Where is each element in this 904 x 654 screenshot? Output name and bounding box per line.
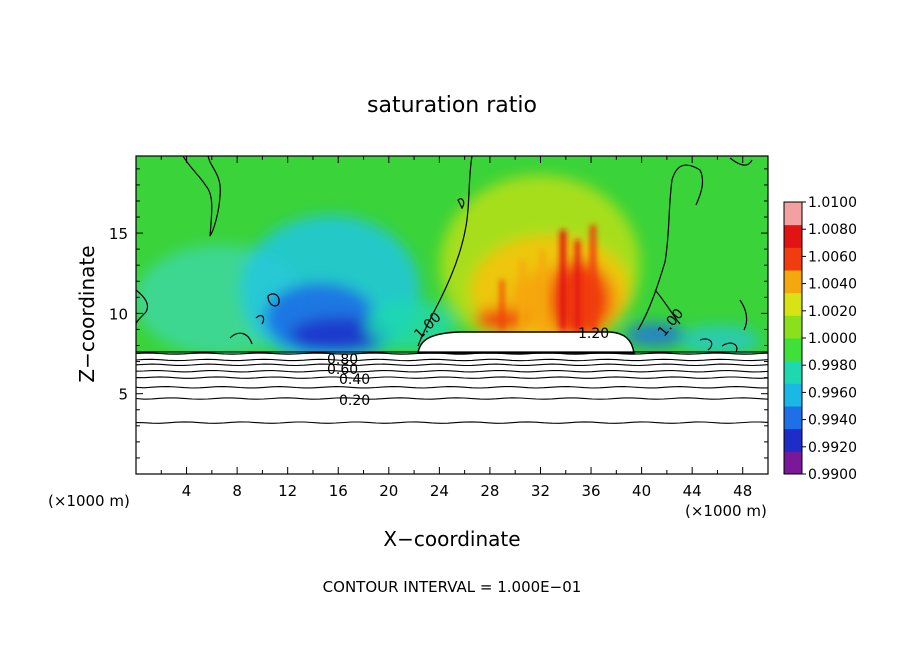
contour-line [136,363,768,367]
contour-label: 0.60 [327,362,358,378]
colorbar-label: 0.9980 [808,358,857,374]
colorbar: 1.0100 1.0080 1.0060 1.0040 1.0020 1.0000 0.99… [783,195,857,483]
x-tick-label: 8 [232,482,242,500]
contour-line [136,369,768,373]
contour-line [654,289,681,325]
colorbar-label: 0.9900 [808,467,857,483]
colorbar-label: 0.9960 [808,385,857,401]
x-tick-label: 12 [278,482,297,500]
contour-label: 0.40 [339,372,370,388]
field-streak [540,250,545,330]
contour-line [136,386,768,389]
contour-label: 0.20 [339,393,370,409]
colorbar-swatch [784,451,802,475]
contour-line [136,421,768,424]
contour-line [457,198,465,210]
contour-line [417,156,473,347]
colorbar-label: 0.9940 [808,413,857,429]
contour-line [721,342,738,353]
x-tick-label: 40 [632,482,651,500]
y-tick-label: 15 [109,225,128,243]
colorbar-swatch [784,338,802,362]
colorbar-swatch [784,247,802,271]
saturation-field [136,156,768,365]
contour-line [136,289,149,325]
colorbar-label: 1.0060 [808,249,857,265]
field-streak [560,230,566,330]
y-unit-label: (×1000 m) [685,502,767,520]
contour-line [255,314,265,325]
contour-label: 0.80 [327,352,358,368]
colorbar-swatch [784,202,802,226]
colorbar-label: 1.0040 [808,277,857,293]
colorbar-swatch [784,360,802,384]
x-tick-label: 28 [480,482,499,500]
colorbar-swatch [784,428,802,452]
colorbar-label: 0.9920 [808,440,857,456]
contour-interval-note: CONTOUR INTERVAL = 1.000E−01 [323,578,582,596]
field-streak [520,260,525,330]
contour-line [267,293,280,307]
contour-line [136,397,768,400]
field-subsat-core [290,317,390,353]
colorbar-label: 1.0020 [808,304,857,320]
horizontal-contours [136,351,768,424]
x-tick-label: 44 [683,482,702,500]
x-tick-label: 4 [182,482,192,500]
y-axis-label: Z−coordinate [75,245,99,382]
x-tick-label: 24 [430,482,449,500]
contour-line [136,376,768,379]
contour-label: 1.20 [578,326,609,342]
plot-frame [135,155,769,475]
x-tick-label: 48 [733,482,752,500]
field-subsat-region [680,325,760,355]
contour-line [136,352,768,355]
y-tick-label: 5 [118,386,128,404]
x-tick-label: 36 [581,482,600,500]
contour-line [637,164,704,331]
contour-line [699,338,713,351]
x-unit-label: (×1000 m) [48,492,130,510]
x-tick-label: 20 [379,482,398,500]
x-tick-label: 16 [329,482,348,500]
x-tick-label: 32 [531,482,550,500]
cloud-layer [136,354,768,474]
contour-line [182,156,221,237]
colorbar-swatch [784,270,802,294]
contour-line [136,358,768,362]
x-axis: 4 8 12 16 20 24 28 32 36 40 44 48 [160,156,752,500]
y-axis: 5 10 15 [109,168,768,459]
colorbar-swatch [784,406,802,430]
colorbar-label: 1.0080 [808,222,857,238]
contour-line [739,299,748,331]
colorbar-swatch [784,383,802,407]
x-axis-label: X−coordinate [383,527,520,551]
colorbar-swatch [784,315,802,339]
colorbar-label: 1.0000 [808,331,857,347]
chart-title: saturation ratio [367,93,537,118]
contour-1.20-region [417,331,635,354]
contour-line [729,157,753,166]
contour-line [229,332,253,345]
colorbar-label: 1.0100 [808,195,857,211]
field-streak [575,240,580,330]
colorbar-swatch [784,292,802,316]
field-supersat-region [625,323,685,347]
field-streak [500,280,504,330]
contour-1.00-lines [136,156,753,353]
plot-area: 1.20 1.00 1.00 0.80 0.60 0.40 0.20 [136,156,768,474]
y-tick-label: 10 [109,305,128,323]
field-streak [590,225,596,330]
colorbar-swatch [784,224,802,248]
